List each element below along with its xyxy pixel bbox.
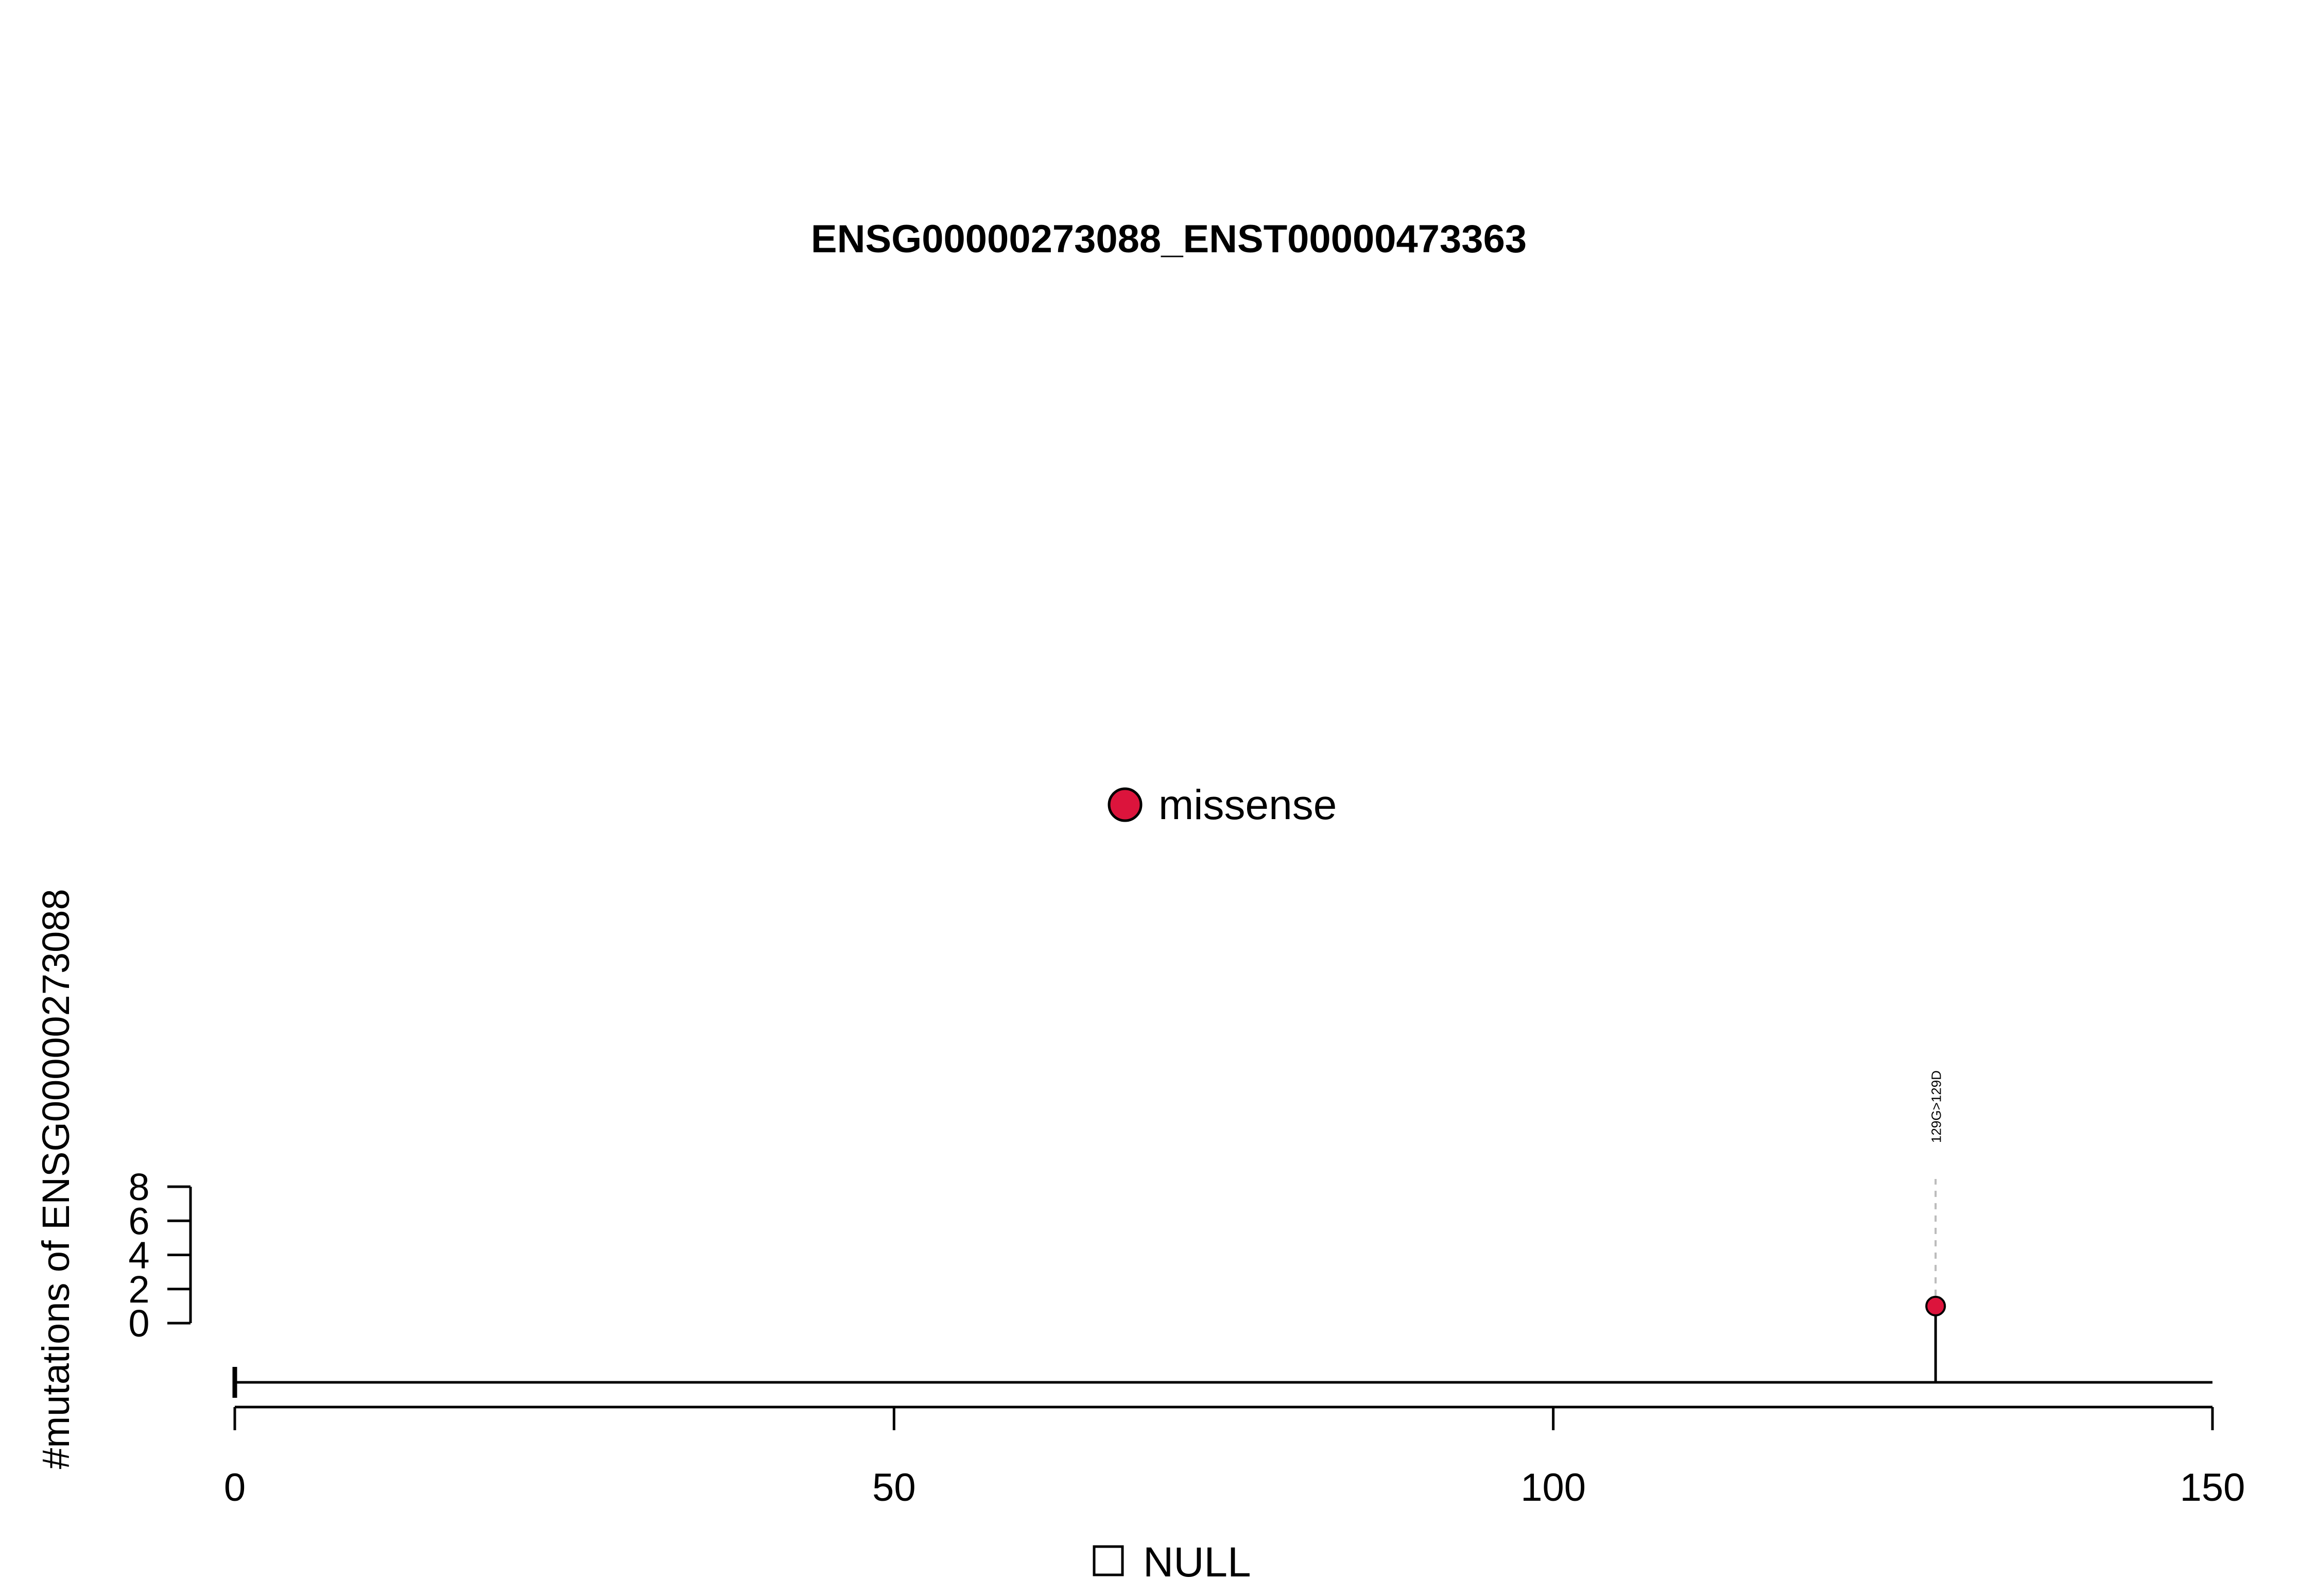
- legend-null-box: [1093, 1545, 1124, 1576]
- chart-title: ENSG00000273088_ENST00000473363: [811, 217, 1527, 261]
- bottom-legend: NULL: [1093, 1539, 1251, 1586]
- x-tick-label: 150: [2180, 1466, 2245, 1510]
- y-tick-label: 0: [128, 1302, 149, 1345]
- legend-missense-marker: [1108, 787, 1143, 822]
- y-tick-label: 4: [128, 1234, 149, 1277]
- legend-null-label: NULL: [1143, 1539, 1251, 1586]
- y-tick-label: 8: [128, 1166, 149, 1208]
- x-tick-label: 0: [224, 1466, 246, 1510]
- lollipop-point: [1925, 1295, 1946, 1316]
- y-tick-label: 6: [128, 1200, 149, 1242]
- x-tick-label: 100: [1520, 1466, 1586, 1510]
- x-tick-label: 50: [872, 1466, 916, 1510]
- legend-missense-label: missense: [1158, 782, 1337, 828]
- x-axis: 0 50 100 150: [224, 1406, 2245, 1510]
- mutation-lollipops: 129G>129D: [1925, 1070, 1946, 1382]
- top-legend: missense: [1108, 782, 1337, 828]
- mutation-label: 129G>129D: [1928, 1070, 1944, 1143]
- y-axis-label: #mutations of ENSG00000273088: [34, 889, 77, 1469]
- y-tick-label: 2: [128, 1268, 149, 1311]
